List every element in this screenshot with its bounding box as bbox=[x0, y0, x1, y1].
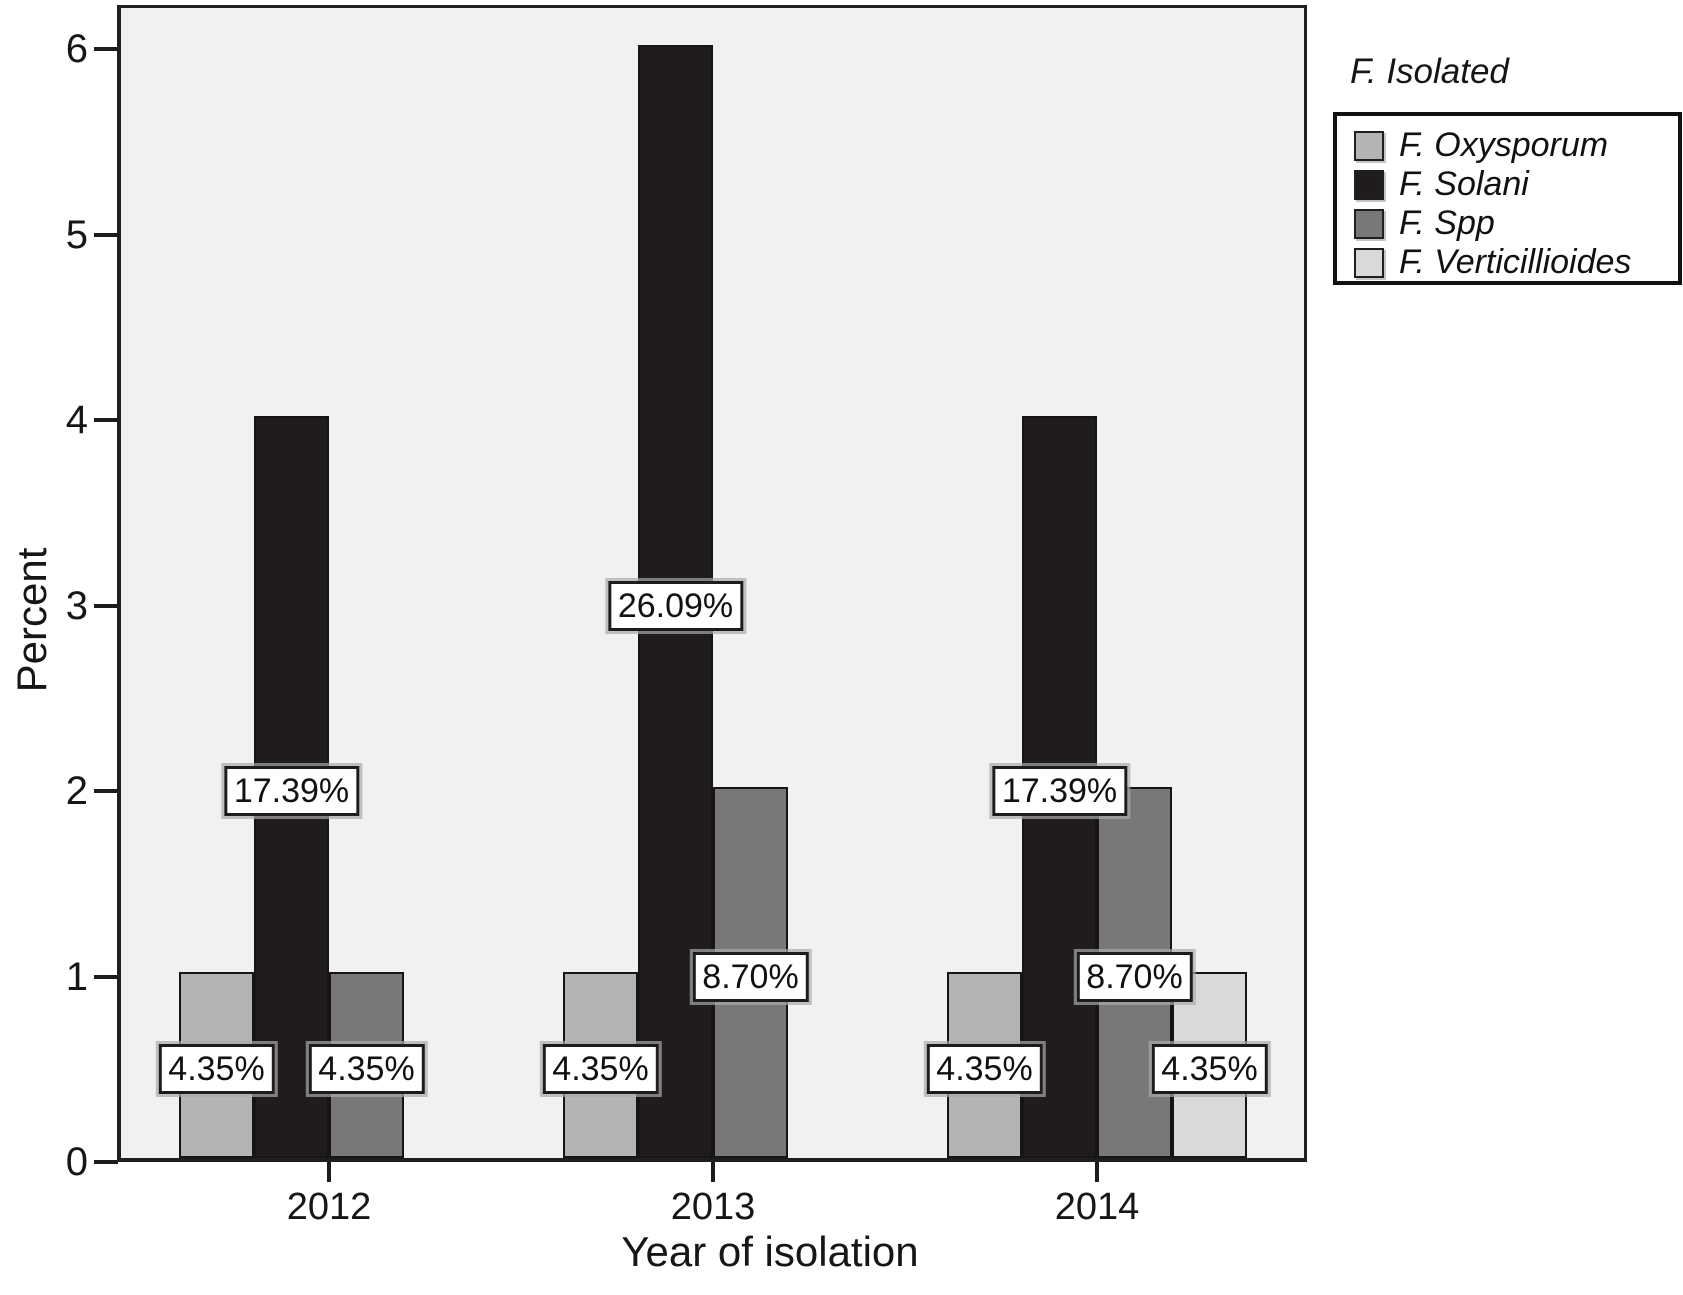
legend-label-f-solani: F. Solani bbox=[1399, 165, 1529, 203]
y-tick-label-2: 2 bbox=[65, 769, 88, 813]
bar-label-f-oxysporum-2013: 4.35% bbox=[542, 1044, 659, 1095]
y-axis-title: Percent bbox=[8, 547, 55, 693]
legend-swatch-f-verticillioides bbox=[1354, 247, 1384, 278]
legend-item-f-spp: F. Spp bbox=[1354, 204, 1670, 243]
legend-swatch-f-solani bbox=[1354, 169, 1384, 200]
bar-label-f-verticillioides-2014: 4.35% bbox=[1151, 1044, 1268, 1095]
y-tick-mark-1 bbox=[94, 974, 118, 979]
y-tick-mark-6 bbox=[94, 47, 118, 51]
y-tick-mark-5 bbox=[94, 232, 118, 237]
y-tick-mark-3 bbox=[94, 603, 118, 608]
legend-label-f-verticillioides: F. Verticillioides bbox=[1399, 243, 1632, 281]
legend-label-f-oxysporum: F. Oxysporum bbox=[1399, 126, 1609, 164]
y-tick-label-5: 5 bbox=[65, 212, 88, 257]
bar-label-f-spp-2014: 8.70% bbox=[1076, 951, 1193, 1002]
x-tick-mark-2013 bbox=[711, 1162, 715, 1182]
y-tick-label-0: 0 bbox=[65, 1140, 88, 1184]
bar-label-f-solani-2013: 26.09% bbox=[607, 580, 744, 631]
legend-swatch-f-oxysporum bbox=[1354, 130, 1384, 161]
legend-title: F. Isolated bbox=[1350, 52, 1509, 91]
x-tick-label-2014: 2014 bbox=[1054, 1186, 1140, 1228]
legend: F. Oxysporum F. Solani F. Spp F. Verticilli… bbox=[1333, 112, 1682, 285]
x-tick-label-2013: 2013 bbox=[670, 1186, 756, 1228]
y-tick-mark-4 bbox=[94, 418, 118, 422]
bar-label-f-oxysporum-2012: 4.35% bbox=[158, 1044, 275, 1095]
bar-label-f-solani-2012: 17.39% bbox=[223, 766, 360, 816]
legend-label-f-spp: F. Spp bbox=[1399, 204, 1495, 242]
legend-swatch-f-spp bbox=[1354, 208, 1384, 239]
legend-item-f-oxysporum: F. Oxysporum bbox=[1354, 126, 1670, 165]
bar-label-f-solani-2014: 17.39% bbox=[991, 766, 1128, 816]
y-tick-label-1: 1 bbox=[65, 954, 88, 999]
legend-item-f-verticillioides: F. Verticillioides bbox=[1354, 243, 1670, 282]
y-tick-mark-2 bbox=[94, 789, 118, 793]
x-tick-mark-2014 bbox=[1095, 1162, 1099, 1182]
y-tick-label-3: 3 bbox=[65, 583, 88, 628]
bar-label-f-spp-2012: 4.35% bbox=[308, 1044, 425, 1095]
x-axis-title: Year of isolation bbox=[621, 1228, 919, 1275]
bar-label-f-spp-2013: 8.70% bbox=[692, 951, 809, 1002]
plot-area: 4.35% 4.35% 4.35% 17.39% 26.09% 17.39% 4.35% 8.… bbox=[117, 5, 1307, 1162]
legend-item-f-solani: F. Solani bbox=[1354, 165, 1670, 204]
x-tick-mark-2012 bbox=[327, 1162, 331, 1182]
x-tick-label-2012: 2012 bbox=[286, 1186, 372, 1228]
y-tick-label-4: 4 bbox=[65, 398, 88, 442]
y-tick-label-6: 6 bbox=[65, 27, 88, 71]
y-tick-mark-0 bbox=[94, 1160, 118, 1164]
bar-label-f-oxysporum-2014: 4.35% bbox=[926, 1044, 1043, 1095]
